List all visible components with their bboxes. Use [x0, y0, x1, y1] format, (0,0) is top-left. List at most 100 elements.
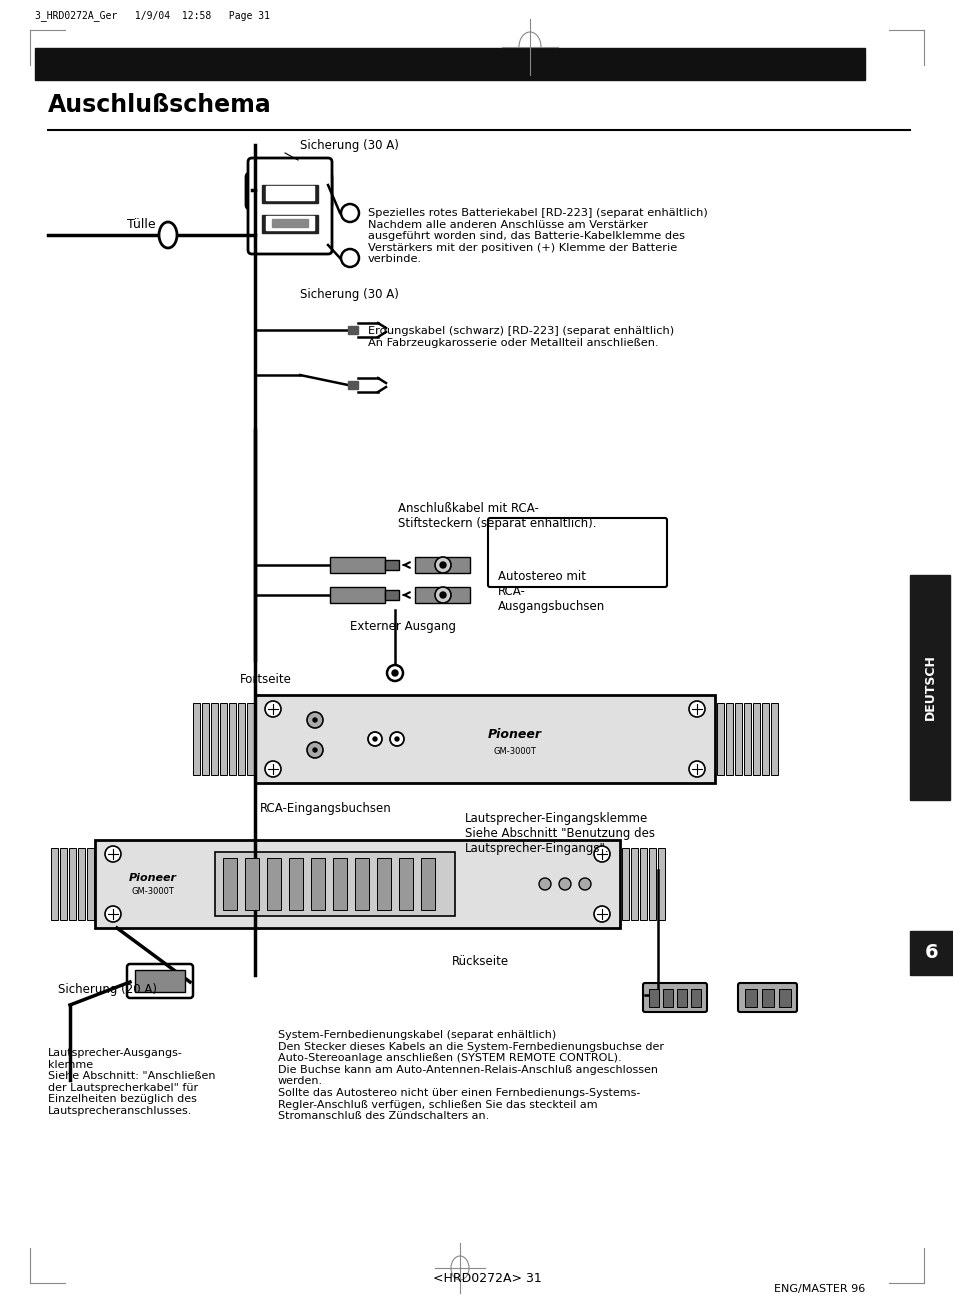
Bar	[262, 185, 317, 204]
Circle shape	[439, 562, 446, 569]
Bar	[214, 852, 455, 916]
Circle shape	[313, 748, 316, 752]
Bar	[211, 702, 218, 775]
Bar	[376, 857, 391, 910]
Bar	[35, 49, 864, 80]
Text: Sicherung (20 A): Sicherung (20 A)	[58, 983, 157, 997]
Circle shape	[340, 204, 358, 222]
Text: Erdungskabel (schwarz) [RD-223] (separat enhältlich)
An Fabrzeugkarosserie oder : Erdungskabel (schwarz) [RD-223] (separat…	[368, 326, 674, 348]
Bar	[348, 381, 357, 389]
Circle shape	[395, 737, 398, 741]
Text: Pioneer: Pioneer	[488, 727, 541, 741]
Bar	[761, 989, 773, 1007]
Circle shape	[594, 906, 609, 922]
Circle shape	[340, 249, 358, 267]
Text: Autostereo mit
RCA-
Ausgangsbuchsen: Autostereo mit RCA- Ausgangsbuchsen	[497, 570, 604, 613]
Bar	[648, 989, 659, 1007]
Bar	[662, 989, 672, 1007]
Bar	[220, 702, 227, 775]
Circle shape	[105, 846, 121, 863]
Circle shape	[387, 664, 402, 681]
Bar	[330, 557, 385, 572]
Bar	[51, 848, 58, 920]
Text: Fortseite: Fortseite	[240, 674, 292, 685]
Bar	[770, 702, 778, 775]
Circle shape	[688, 701, 704, 717]
Circle shape	[538, 878, 551, 890]
Circle shape	[594, 846, 609, 863]
Bar	[355, 857, 369, 910]
Bar	[415, 587, 470, 603]
Bar	[909, 575, 949, 800]
Text: Spezielles rotes Batteriekabel [RD-223] (separat enhältlich)
Nachdem alle andere: Spezielles rotes Batteriekabel [RD-223] …	[368, 207, 707, 264]
Bar	[690, 989, 700, 1007]
Text: Externer Ausgang: Externer Ausgang	[350, 620, 456, 633]
Bar	[385, 590, 398, 600]
Circle shape	[368, 733, 381, 746]
Bar	[333, 857, 347, 910]
Text: DEUTSCH: DEUTSCH	[923, 655, 936, 721]
Circle shape	[578, 878, 590, 890]
Bar	[717, 702, 723, 775]
Circle shape	[373, 737, 376, 741]
Bar	[311, 857, 325, 910]
Text: System-Fernbedienungskabel (separat enhältlich)
Den Stecker dieses Kabels an die: System-Fernbedienungskabel (separat enhä…	[277, 1029, 663, 1121]
FancyBboxPatch shape	[246, 173, 332, 209]
Circle shape	[307, 742, 323, 758]
FancyBboxPatch shape	[738, 983, 796, 1012]
Bar	[289, 857, 303, 910]
Bar	[725, 702, 732, 775]
Text: Sicherung (30 A): Sicherung (30 A)	[299, 288, 398, 301]
Bar	[677, 989, 686, 1007]
Bar	[648, 848, 656, 920]
Bar	[135, 970, 185, 993]
Bar	[743, 702, 750, 775]
Bar	[330, 587, 385, 603]
Text: GM-3000T: GM-3000T	[493, 747, 536, 755]
FancyBboxPatch shape	[248, 158, 332, 253]
Bar	[202, 702, 209, 775]
Bar	[60, 848, 67, 920]
Circle shape	[265, 701, 281, 717]
Bar	[348, 326, 357, 334]
Bar	[415, 557, 470, 572]
Bar	[95, 840, 619, 928]
Bar	[266, 217, 314, 230]
Bar	[779, 989, 790, 1007]
Bar	[734, 702, 741, 775]
Bar	[266, 186, 314, 200]
Bar	[744, 989, 757, 1007]
Circle shape	[558, 878, 571, 890]
Bar	[262, 215, 317, 232]
Text: Pioneer: Pioneer	[129, 873, 177, 884]
Text: 3_HRD0272A_Ger   1/9/04  12:58   Page 31: 3_HRD0272A_Ger 1/9/04 12:58 Page 31	[35, 11, 270, 21]
Bar	[398, 857, 413, 910]
Circle shape	[435, 587, 451, 603]
Bar	[78, 848, 85, 920]
Text: <HRD0272A> 31: <HRD0272A> 31	[432, 1272, 540, 1285]
Bar	[630, 848, 638, 920]
Text: ENG/MASTER 96: ENG/MASTER 96	[774, 1284, 864, 1295]
Circle shape	[439, 592, 446, 597]
Text: Lautsprecher-Ausgangs-
klemme
Siehe Abschnitt: "Anschließen
der Lautsprecherkabe: Lautsprecher-Ausgangs- klemme Siehe Absc…	[48, 1048, 215, 1116]
Bar	[639, 848, 646, 920]
Bar	[752, 702, 760, 775]
Bar	[385, 561, 398, 570]
Bar	[420, 857, 435, 910]
Bar	[223, 857, 236, 910]
Bar	[909, 931, 953, 976]
Bar	[69, 848, 76, 920]
Text: Tülle: Tülle	[128, 218, 156, 231]
Bar	[247, 702, 253, 775]
Bar	[193, 702, 200, 775]
Bar	[229, 702, 235, 775]
Bar	[254, 695, 714, 783]
Circle shape	[105, 906, 121, 922]
FancyBboxPatch shape	[127, 964, 193, 998]
Text: 6: 6	[924, 944, 938, 962]
Text: Rückseite: Rückseite	[452, 955, 509, 968]
Bar	[237, 702, 245, 775]
Text: Sicherung (30 A): Sicherung (30 A)	[299, 139, 398, 152]
Bar	[87, 848, 94, 920]
Bar	[761, 702, 768, 775]
